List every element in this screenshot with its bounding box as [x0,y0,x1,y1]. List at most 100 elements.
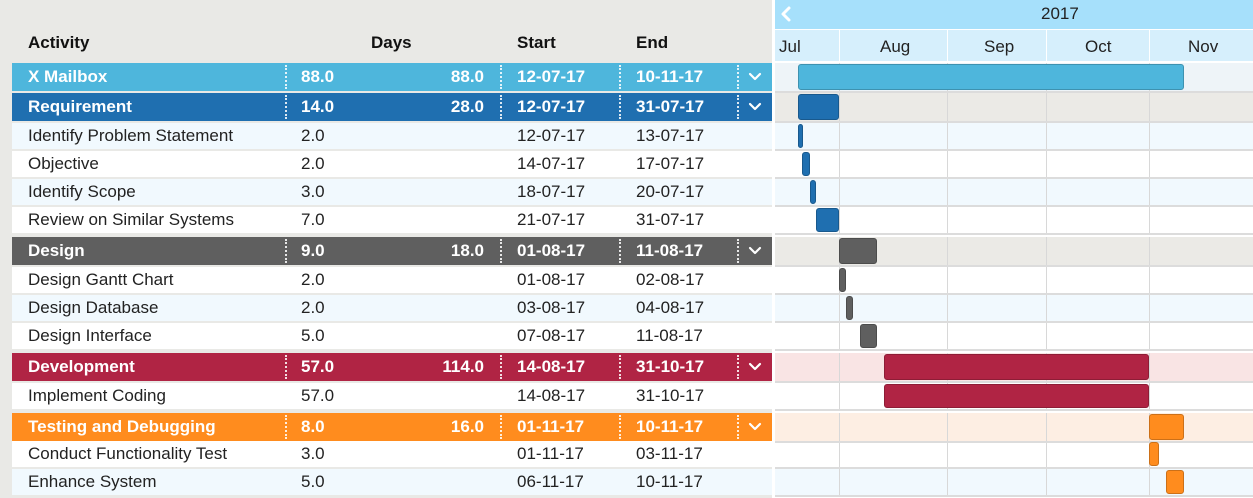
end-date: 31-10-17 [636,386,705,405]
column-header-end[interactable]: End [636,33,669,52]
prev-period-icon[interactable] [779,5,795,23]
grid-line [947,93,948,121]
task-bar[interactable] [810,180,817,204]
month-label: Sep [984,37,1015,56]
group-row[interactable]: X Mailbox 88.0 12-07-17 10-11-17 88.0 [12,63,772,91]
month-header-cell: Sep [947,30,1046,61]
grid-line [947,179,948,205]
grid-line [839,353,840,381]
start-date: 14-08-17 [517,386,586,405]
days-value: 88.0 [301,67,335,86]
grid-line [839,179,840,205]
activity-name: X Mailbox [28,67,108,86]
grid-line [1149,207,1150,233]
task-bar[interactable] [801,152,811,176]
column-separator [500,415,502,439]
chevron-down-icon[interactable] [747,413,763,441]
task-row[interactable]: Design Gantt Chart 2.0 01-08-17 02-08-17 [12,267,772,293]
task-row[interactable]: Design Interface 5.0 07-08-17 11-08-17 [12,323,772,349]
task-row[interactable]: Design Database 2.0 03-08-17 04-08-17 [12,295,772,321]
task-bar[interactable] [845,296,853,320]
grid-row-separator [775,149,1253,151]
column-header-days[interactable]: Days [371,33,412,52]
group-row[interactable]: Testing and Debugging 8.0 01-11-17 10-11-17… [12,413,772,441]
task-row[interactable]: Implement Coding 57.0 14-08-17 31-10-17 [12,383,772,409]
grid-row-separator [775,381,1253,383]
total-days-value: 28.0 [450,97,484,116]
chevron-down-icon[interactable] [747,237,763,265]
start-date: 06-11-17 [517,472,584,491]
task-bar[interactable] [797,124,803,148]
end-date: 31-10-17 [636,357,705,376]
grid-line [839,295,840,321]
start-date: 03-08-17 [517,298,586,317]
task-bar[interactable] [816,208,839,232]
grid-line [947,469,948,495]
start-date: 21-07-17 [517,210,586,229]
activity-name: Design Interface [28,326,152,345]
grid-row-separator [775,441,1253,443]
column-separator [285,239,287,263]
column-separator [737,65,739,89]
grid-line [839,413,840,441]
grid-row-separator [775,293,1253,295]
grid-line [1046,151,1047,177]
days-value: 8.0 [301,417,325,436]
gantt-row [775,295,1253,321]
grid-line [947,207,948,233]
grid-line [839,441,840,467]
group-row[interactable]: Design 9.0 01-08-17 11-08-17 18.0 [12,237,772,265]
grid-line [1046,237,1047,265]
gantt-row [775,93,1253,121]
chevron-down-icon[interactable] [747,353,763,381]
grid-line [1046,295,1047,321]
grid-line [1046,323,1047,349]
column-separator [619,239,621,263]
end-date: 10-11-17 [636,67,704,86]
task-bar[interactable] [884,384,1149,408]
summary-bar[interactable] [797,64,1184,90]
days-value: 2.0 [301,270,325,289]
task-row[interactable]: Objective 2.0 14-07-17 17-07-17 [12,151,772,177]
chevron-down-icon[interactable] [747,63,763,91]
grid-line [1046,469,1047,495]
grid-row-separator [775,205,1253,207]
task-row[interactable]: Identify Problem Statement 2.0 12-07-17 13-… [12,123,772,149]
days-value: 57.0 [301,386,335,405]
chevron-down-icon[interactable] [747,93,763,121]
column-separator [619,355,621,379]
end-date: 17-07-17 [636,154,705,173]
grid-line [1046,413,1047,441]
task-row[interactable]: Review on Similar Systems 7.0 21-07-17 31-0… [12,207,772,233]
start-date: 01-11-17 [517,444,584,463]
grid-line [839,93,840,121]
task-bar[interactable] [859,324,878,348]
gantt-row [775,441,1253,467]
summary-bar[interactable] [1149,414,1184,440]
grid-line [1149,469,1150,495]
activity-name: Development [28,357,135,376]
task-row[interactable]: Enhance System 5.0 06-11-17 10-11-17 [12,469,772,495]
summary-bar[interactable] [884,354,1149,380]
column-header-start[interactable]: Start [517,33,556,52]
column-separator [737,415,739,439]
task-bar[interactable] [1149,442,1160,466]
group-row[interactable]: Development 57.0 14-08-17 31-10-17 114.0 [12,353,772,381]
grid-line [947,441,948,467]
column-separator [737,239,739,263]
summary-bar[interactable] [839,238,878,264]
grid-line [1046,441,1047,467]
grid-row-separator [775,91,1253,93]
days-value: 5.0 [301,326,325,345]
activity-name: Requirement [28,97,132,116]
group-row[interactable]: Requirement 14.0 12-07-17 31-07-17 28.0 [12,93,772,121]
task-bar[interactable] [1166,470,1184,494]
month-label: Jul [779,37,801,56]
summary-bar[interactable] [797,94,839,120]
task-row[interactable]: Conduct Functionality Test 3.0 01-11-17 03-… [12,441,772,467]
grid-row-separator [775,177,1253,179]
task-row[interactable]: Identify Scope 3.0 18-07-17 20-07-17 [12,179,772,205]
grid-line [839,123,840,149]
task-bar[interactable] [839,268,846,292]
column-header-activity[interactable]: Activity [28,33,90,52]
